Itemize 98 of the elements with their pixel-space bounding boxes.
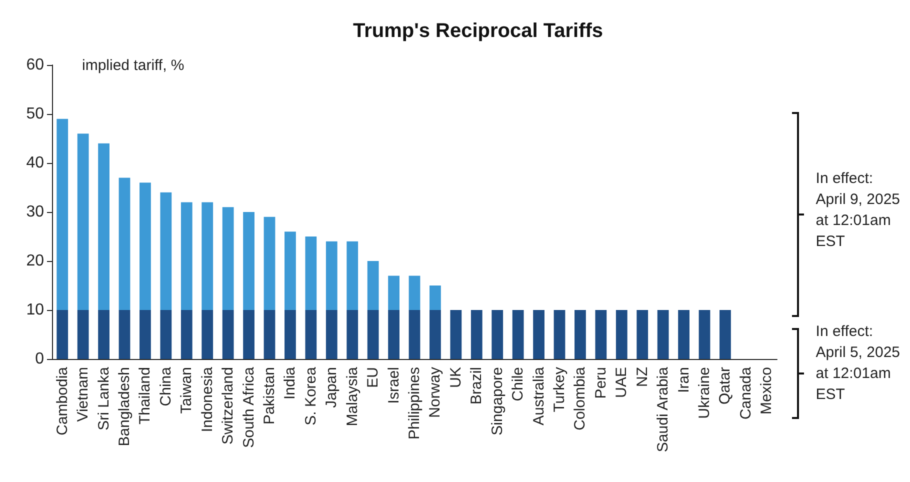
x-tick-label: Peru bbox=[592, 367, 610, 399]
x-tick-label: UAE bbox=[613, 367, 630, 398]
bar bbox=[470, 310, 482, 359]
bar bbox=[118, 178, 130, 310]
bar bbox=[492, 310, 504, 359]
x-tick-label: Colombia bbox=[572, 366, 589, 430]
bar bbox=[574, 310, 586, 359]
x-tick-label: Malaysia bbox=[344, 366, 361, 426]
x-tick-label: Iran bbox=[675, 367, 692, 393]
bar bbox=[430, 310, 441, 359]
x-tick-label: Taiwan bbox=[178, 367, 196, 414]
bar bbox=[77, 134, 89, 310]
bar bbox=[56, 118, 68, 310]
chart-title: Trump's Reciprocal Tariffs bbox=[352, 20, 604, 42]
x-tick-label: Qatar bbox=[716, 366, 734, 405]
text: In effect: April 5, 2025 at 12:01am EST bbox=[816, 323, 900, 403]
bar bbox=[698, 310, 710, 359]
bar bbox=[388, 310, 400, 359]
bar bbox=[160, 310, 172, 359]
y-tick-label: 30 bbox=[26, 204, 44, 220]
bar bbox=[222, 310, 234, 359]
y-tick-label: 60 bbox=[26, 56, 44, 74]
x-tick-label: Cambodia bbox=[54, 366, 71, 436]
bar bbox=[616, 310, 628, 359]
bar bbox=[140, 182, 151, 310]
y-tick-label: 0 bbox=[35, 350, 44, 368]
bar bbox=[180, 202, 192, 310]
x-tick-label: Switzerland bbox=[220, 367, 237, 445]
bar bbox=[367, 261, 379, 310]
y-tick-label: 50 bbox=[26, 106, 44, 122]
x-tick-label: India bbox=[282, 366, 299, 400]
bar bbox=[512, 310, 524, 359]
y-tick-label: 10 bbox=[26, 302, 44, 318]
x-tick-label: Thailand bbox=[136, 367, 154, 425]
x-tick-label: Indonesia bbox=[198, 366, 216, 432]
bar bbox=[56, 310, 68, 359]
x-tick-label: Japan bbox=[323, 367, 340, 408]
bar bbox=[98, 310, 110, 359]
bar bbox=[657, 310, 669, 359]
y-tick-label: 20 bbox=[26, 252, 44, 270]
bar bbox=[678, 310, 690, 359]
bar bbox=[408, 276, 420, 310]
x-tick-label: Ukraine bbox=[696, 367, 713, 419]
bar bbox=[160, 192, 172, 310]
bar bbox=[533, 310, 544, 359]
bar bbox=[243, 310, 254, 359]
bar bbox=[118, 310, 130, 359]
bar bbox=[264, 216, 276, 310]
bar bbox=[202, 310, 214, 359]
bar bbox=[180, 310, 192, 359]
bar bbox=[636, 310, 648, 359]
x-tick-label: S. Korea bbox=[302, 366, 320, 426]
text: In effect: April 9, 2025 at 12:01am EST bbox=[816, 170, 900, 250]
bar bbox=[595, 310, 607, 359]
bar bbox=[430, 286, 441, 310]
x-tick-label: Brazil bbox=[468, 367, 486, 405]
bar bbox=[367, 310, 379, 359]
x-tick-label: South Africa bbox=[240, 366, 258, 448]
x-tick-label: Sri Lanka bbox=[95, 366, 112, 430]
x-tick-label: Chile bbox=[510, 367, 527, 402]
x-tick-label: NZ bbox=[634, 367, 651, 387]
x-tick-label: EU bbox=[364, 367, 382, 388]
bar bbox=[202, 202, 214, 310]
bar bbox=[284, 310, 296, 359]
x-tick-label: Israel bbox=[385, 367, 402, 404]
x-tick-label: Bangladesh bbox=[116, 367, 133, 446]
bar bbox=[222, 207, 234, 310]
x-tick-label: Singapore bbox=[488, 367, 506, 436]
bar bbox=[140, 310, 151, 359]
x-tick-label: Pakistan bbox=[261, 367, 278, 425]
x-tick-label: Philippines bbox=[406, 367, 423, 440]
bar bbox=[98, 143, 110, 310]
bar bbox=[408, 310, 420, 359]
bar bbox=[346, 241, 358, 310]
x-tick-label: China bbox=[157, 366, 174, 406]
bar bbox=[450, 310, 462, 359]
y-tick-label: 40 bbox=[26, 154, 44, 172]
bar bbox=[720, 310, 731, 359]
x-tick-label: Saudi Arabia bbox=[654, 366, 672, 452]
bar bbox=[388, 276, 400, 310]
x-tick-label: Norway bbox=[426, 366, 444, 418]
bar bbox=[326, 310, 338, 359]
bar bbox=[264, 310, 276, 359]
x-tick-label: Australia bbox=[530, 366, 548, 426]
bar bbox=[305, 236, 317, 310]
y-axis-title: implied tariff, % bbox=[82, 57, 184, 74]
x-tick-label: Mexico bbox=[758, 367, 776, 415]
bar bbox=[284, 232, 296, 310]
x-tick-label: Turkey bbox=[551, 366, 568, 412]
bar bbox=[346, 310, 358, 359]
bar bbox=[305, 310, 317, 359]
bar bbox=[326, 241, 338, 310]
x-tick-label: Canada bbox=[737, 366, 754, 420]
x-tick-label: Vietnam bbox=[74, 367, 92, 422]
bar bbox=[77, 310, 89, 359]
x-tick-label: UK bbox=[447, 367, 464, 388]
bar bbox=[554, 310, 566, 359]
bar bbox=[243, 212, 254, 310]
